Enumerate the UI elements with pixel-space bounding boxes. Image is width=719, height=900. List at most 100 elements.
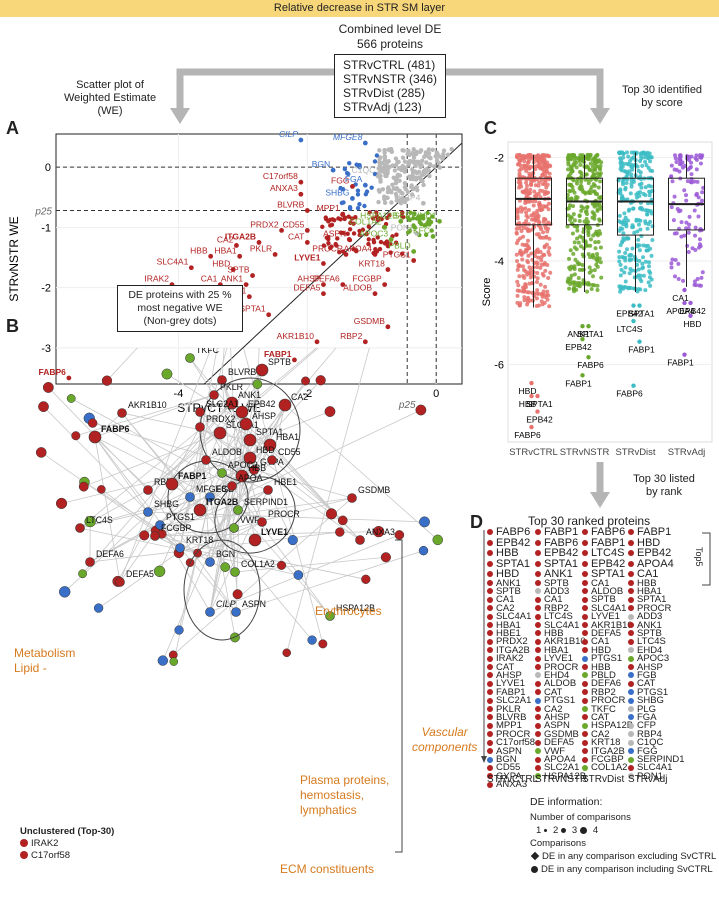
ranked-label: CAT	[544, 686, 563, 698]
data-point	[588, 177, 593, 182]
data-point	[647, 260, 652, 265]
data-point	[619, 267, 624, 272]
data-point	[585, 289, 590, 294]
data-point	[673, 156, 678, 161]
ranked-item: ITGA2B	[582, 746, 633, 756]
ranked-label: HBD	[637, 536, 661, 549]
network-node	[115, 577, 125, 587]
ranked-item: BGN	[487, 755, 535, 764]
network-node	[153, 565, 166, 577]
network-node	[75, 523, 85, 533]
data-point	[304, 227, 310, 233]
data-point	[390, 182, 395, 187]
network-node	[229, 523, 239, 533]
ranked-item: KRT18	[582, 738, 633, 747]
data-point	[385, 267, 391, 272]
data-point	[588, 243, 593, 248]
ranked-label: DEFA5	[591, 627, 622, 639]
data-point	[619, 196, 624, 201]
network-edge	[101, 489, 181, 549]
data-point	[591, 211, 596, 216]
data-point	[366, 237, 371, 242]
header-banner: Relative decrease in STR SM layer	[0, 0, 719, 17]
data-point	[535, 270, 540, 275]
data-point	[641, 255, 646, 260]
data-point	[637, 248, 642, 253]
data-point	[682, 188, 687, 193]
data-point	[410, 151, 415, 156]
ranked-item: MPP1	[487, 720, 535, 732]
data-point	[430, 147, 435, 153]
network-node	[85, 557, 95, 567]
ranked-column-name: STRvNSTR	[535, 774, 588, 785]
data-point	[400, 196, 405, 202]
point-label: PROCR	[312, 243, 343, 253]
rank-dot	[582, 596, 588, 603]
network-label: KRT18	[186, 535, 213, 545]
data-point	[684, 193, 689, 198]
rank-dot	[582, 638, 588, 645]
data-point	[617, 150, 622, 155]
data-point	[598, 260, 603, 265]
network-node	[205, 557, 215, 567]
rank-dot	[535, 722, 541, 729]
data-point	[414, 216, 420, 221]
data-point	[567, 182, 572, 187]
y-tick-label: 0	[45, 162, 51, 174]
data-point	[321, 291, 326, 297]
network-label: PKLR	[220, 382, 243, 392]
data-point	[279, 227, 284, 233]
point-label: DEFA5	[294, 283, 321, 293]
network-label: SHBG	[154, 499, 179, 509]
ranked-item: DEFA5	[582, 627, 633, 639]
data-point	[694, 193, 699, 198]
p25-label-y: p25	[34, 207, 52, 218]
ranked-label: MPP1	[496, 720, 522, 732]
rank-dot	[487, 596, 493, 603]
data-point	[617, 249, 622, 254]
ranked-item: HBD	[487, 569, 535, 580]
data-point	[388, 250, 393, 255]
data-point	[681, 278, 686, 283]
ranked-item: APOA4	[535, 755, 586, 764]
data-point	[640, 163, 645, 168]
data-point	[515, 214, 520, 219]
ranked-item: SPTA1	[487, 558, 535, 569]
data-point	[398, 218, 404, 224]
data-point	[570, 231, 575, 236]
network-edge	[271, 404, 286, 461]
data-point	[411, 249, 417, 254]
data-point	[246, 294, 252, 300]
data-point	[578, 162, 583, 167]
data-point	[402, 181, 408, 186]
data-point	[386, 147, 391, 152]
ranked-item: PKLR	[487, 703, 535, 715]
data-point	[625, 150, 630, 155]
data-point	[533, 254, 538, 259]
rank-dot	[487, 664, 493, 671]
ranked-item: ASPN	[535, 721, 586, 731]
network-label: SPTB	[268, 357, 291, 367]
ranked-label: ANK1	[496, 577, 521, 589]
data-point	[596, 233, 601, 238]
ranked-label: C17orf58	[496, 737, 536, 749]
data-point	[580, 373, 585, 378]
network-edge	[209, 439, 251, 563]
data-point	[379, 216, 384, 222]
ranked-label: LYVE1	[591, 611, 620, 623]
data-point	[588, 191, 593, 196]
data-point	[340, 282, 346, 288]
data-point	[409, 184, 414, 190]
ranked-label: PTGS1	[544, 695, 576, 707]
point-label: DEFA6	[313, 274, 340, 284]
ranked-label: PKLR	[496, 703, 521, 715]
unclustered-title: Unclustered (Top-30)	[20, 826, 115, 837]
cluster-plasma: Plasma proteins, hemostasis, lymphatics	[300, 773, 390, 817]
ranked-item: CA1	[487, 595, 535, 605]
data-point	[688, 300, 693, 306]
data-point	[687, 154, 692, 159]
data-point	[515, 210, 520, 215]
data-point	[538, 203, 543, 208]
network-label: HBA1	[276, 432, 299, 442]
network-node	[282, 648, 291, 658]
